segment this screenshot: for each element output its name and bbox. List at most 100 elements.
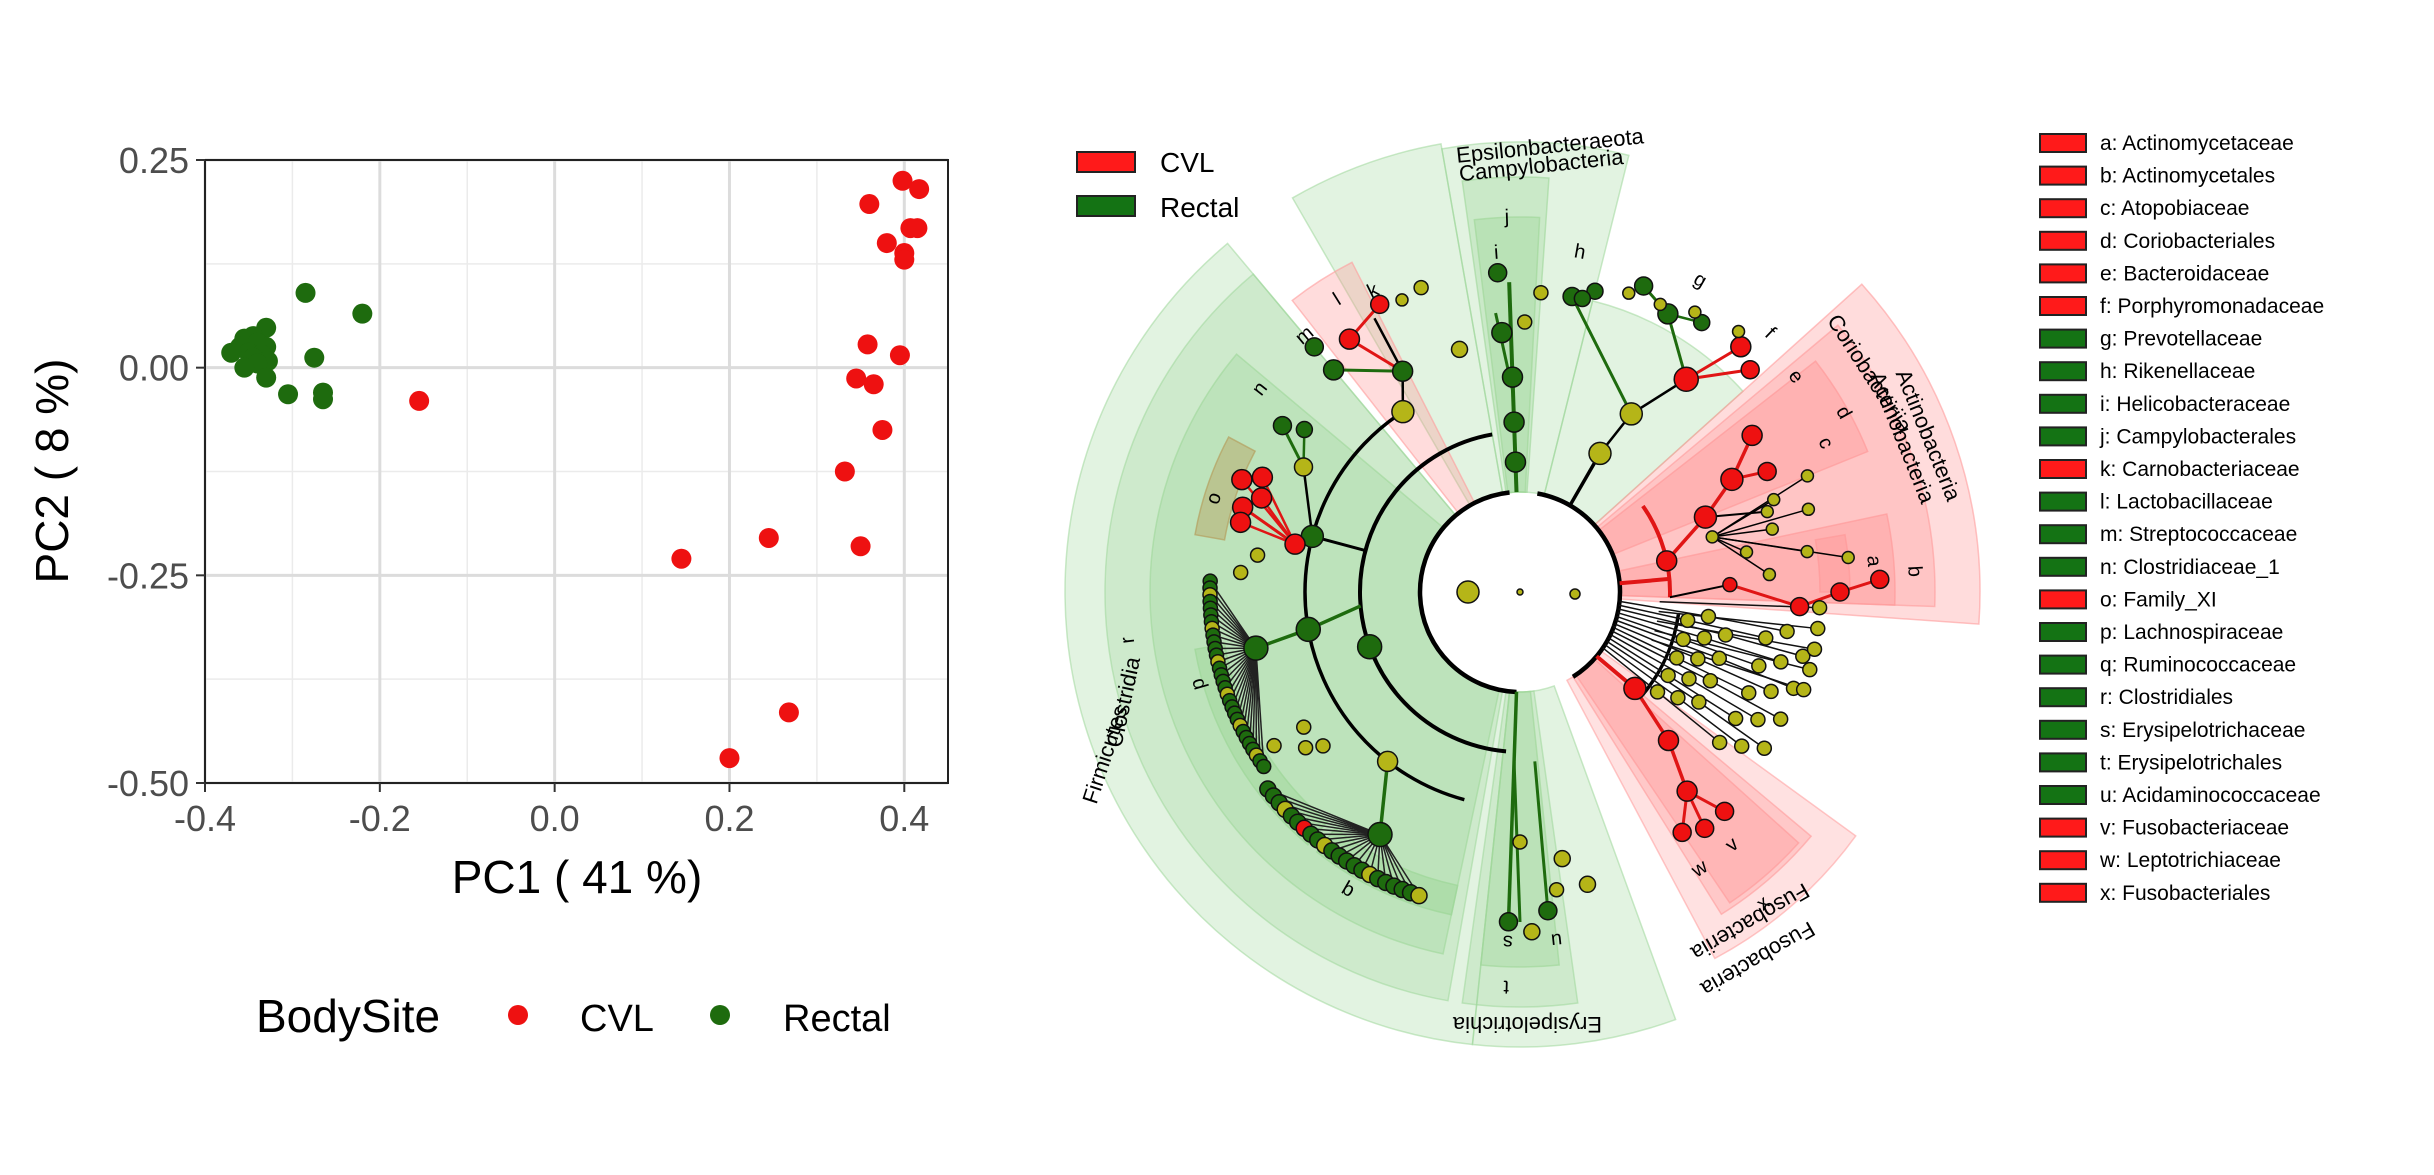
branch-segment (1709, 680, 1782, 720)
node (1722, 576, 1738, 593)
node (1702, 672, 1719, 689)
node (1691, 694, 1707, 710)
legend-label-cvl: CVL (1160, 147, 1214, 178)
node (1670, 689, 1686, 706)
point-cvl (857, 334, 878, 355)
node (1802, 661, 1818, 678)
node (1367, 821, 1393, 848)
taxa-legend-key-k (2039, 459, 2087, 479)
point-cvl (758, 527, 779, 548)
branch-segment (1533, 761, 1550, 911)
x-axis-title: PC1 ( 41 %) (452, 851, 703, 903)
point-rectal (256, 367, 277, 388)
branch-segment (1718, 657, 1794, 690)
point-rectal (304, 347, 325, 368)
node (1741, 424, 1763, 447)
branch-segment (1333, 368, 1403, 373)
branch-segment (1697, 658, 1772, 693)
taxa-legend-label-e: e: Bacteroidaceae (2100, 262, 2269, 285)
node (1523, 923, 1541, 941)
taxa-legend-label-q: q: Ruminococcaceae (2100, 654, 2296, 677)
branch-segment (1608, 637, 1669, 677)
taxa-legend-key-v (2039, 817, 2087, 838)
point-rectal (313, 389, 334, 410)
node (1727, 710, 1744, 727)
branch-segment (1611, 630, 1711, 682)
taxa-legend-label-p: p: Lachnospiraceae (2100, 621, 2283, 644)
node (1750, 711, 1766, 728)
node (1789, 596, 1810, 617)
node (1251, 466, 1274, 489)
legend-label-rectal: Rectal (783, 998, 891, 1040)
legend-label-cvl: CVL (580, 998, 654, 1040)
branch-arc (1417, 490, 1517, 695)
node (1810, 620, 1826, 637)
node (1800, 469, 1815, 483)
node (1801, 502, 1816, 517)
branch-segment (1610, 633, 1690, 680)
node (1756, 740, 1773, 756)
branch-segment (1617, 612, 1705, 639)
node (1731, 324, 1746, 339)
branch-radial (1619, 576, 1670, 586)
point-cvl (834, 461, 855, 482)
node (1391, 399, 1415, 424)
taxa-legend-key-g (2039, 328, 2087, 349)
x-tick-label: 0.0 (530, 798, 580, 839)
node (1679, 612, 1696, 629)
point-cvl (409, 390, 430, 411)
node (1692, 313, 1711, 332)
point-cvl (907, 218, 928, 239)
y-tick-label: -0.25 (107, 555, 189, 596)
x-tick-label: 0.2 (704, 798, 754, 839)
taxa-legend-key-p (2039, 622, 2087, 642)
node (1503, 411, 1525, 433)
branch-segment (1669, 583, 1731, 599)
node (1315, 738, 1331, 754)
shade-actinomycetaceae (1814, 533, 1851, 593)
node (1693, 505, 1718, 529)
taxa-legend-label-i: i: Helicobacteraceae (2100, 393, 2290, 416)
node (1338, 328, 1361, 350)
taxa-legend-label-g: g: Prevotellaceae (2100, 328, 2262, 351)
taxa-legend-key-b (2039, 165, 2087, 186)
node (1765, 522, 1780, 536)
node (1688, 305, 1702, 319)
node (1369, 294, 1390, 315)
data-points (221, 170, 930, 769)
branch-segment (1606, 640, 1700, 703)
node (1714, 801, 1735, 822)
point-cvl (671, 548, 692, 569)
taxa-legend-key-c (2039, 198, 2087, 219)
pca-scatter-plot: -0.4 -0.2 0.0 0.2 0.4 0.25 0.00 -0.25 -0.50 PC1 … (26, 140, 949, 1042)
point-cvl (846, 368, 867, 389)
point-rectal (234, 357, 255, 378)
node (1376, 750, 1399, 773)
point-cvl (863, 374, 884, 395)
taxa-legend-label-s: s: Erysipelotrichaceae (2100, 719, 2305, 742)
node (1800, 544, 1814, 559)
node (1491, 321, 1513, 344)
legend-key-cvl (508, 1005, 528, 1025)
node-letter-a: a (1862, 555, 1885, 569)
node (1410, 886, 1428, 905)
point-cvl (909, 179, 930, 200)
taxa-legend-key-n (2039, 556, 2087, 577)
node (1356, 633, 1383, 660)
branch-segment (1279, 802, 1381, 836)
node (1304, 337, 1325, 357)
node (1733, 738, 1750, 754)
taxa-legend-label-b: b: Actinomycetales (2100, 165, 2275, 188)
x-tick-label: -0.2 (349, 798, 411, 839)
node (1762, 567, 1777, 582)
node (1573, 289, 1592, 308)
node (1512, 834, 1528, 850)
branch-radial (1506, 691, 1519, 922)
node (1700, 608, 1717, 625)
point-rectal (352, 303, 373, 324)
node (1232, 564, 1249, 581)
node-letter-j: j (1503, 206, 1509, 228)
node-letter-t: t (1503, 976, 1510, 998)
